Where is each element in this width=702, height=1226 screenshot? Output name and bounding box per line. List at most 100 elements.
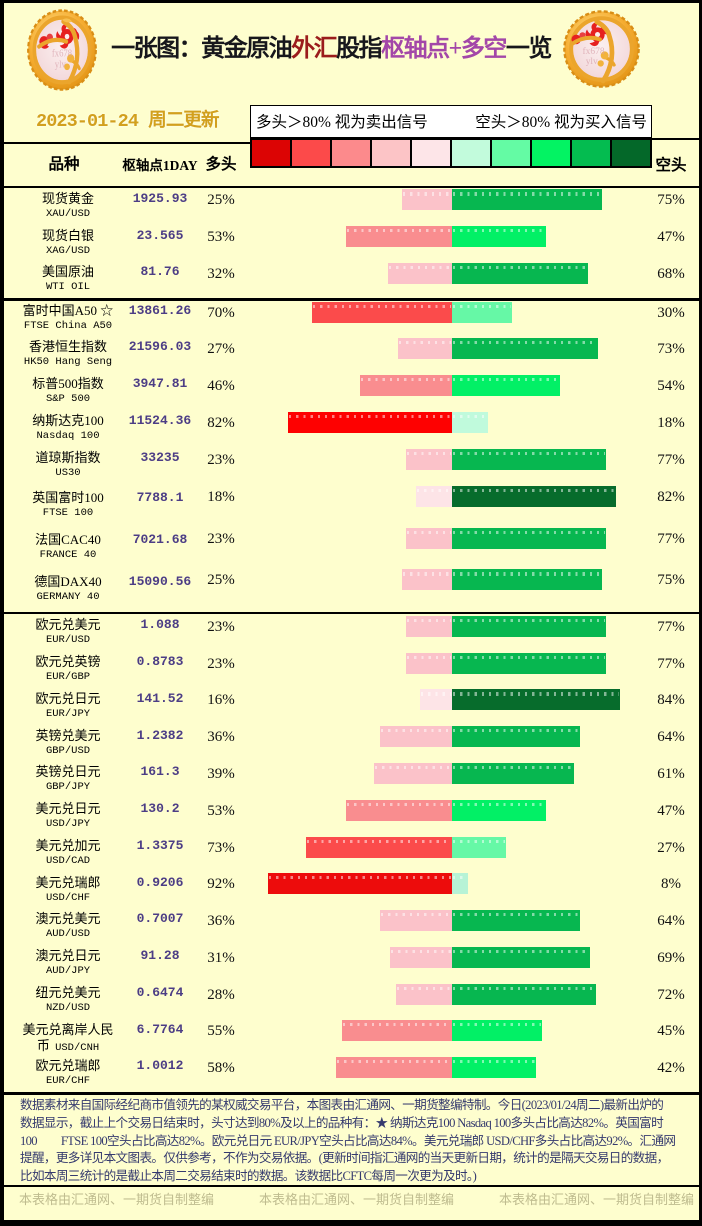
footer-watermark: 本表格由汇通网、一期货自制整编 (19, 1192, 215, 1207)
instrument-symbol: GBP/JPY (45, 781, 91, 794)
instrument-symbol: EUR/GBP (45, 671, 91, 684)
bar-dots (453, 377, 559, 381)
table-row-ftse-china-a50: 富时中国A50 ☆ FTSE China A50 13861.26 70% 30% (3, 301, 699, 337)
long-bar (398, 337, 452, 359)
bar-dots (453, 530, 605, 534)
bar-dots (453, 692, 619, 696)
instrument-symbol: HK50 Hang Seng (23, 356, 113, 369)
bar-dots (389, 265, 451, 270)
long-percent: 53% (207, 802, 235, 819)
short-percent: 47% (657, 229, 685, 246)
long-bar (342, 1020, 452, 1042)
instrument-symbol: GBP/USD (45, 744, 91, 757)
table-row-xau-usd: 现货黄金 XAU/USD 1925.93 25% 75% (3, 188, 699, 225)
instrument-name: 澳元兑日元 AUD/JPY (3, 945, 133, 982)
instrument-symbol: FTSE 100 (42, 506, 94, 519)
short-percent: 75% (657, 572, 685, 589)
short-percent: 75% (657, 192, 685, 209)
short-percent: 72% (657, 986, 685, 1003)
short-percent: 73% (657, 340, 685, 357)
short-percent: 54% (657, 377, 685, 394)
pivot-value: 0.6474 (136, 984, 184, 1000)
bar-dots (407, 451, 451, 456)
bar-dots (269, 876, 451, 880)
bar-dots (407, 618, 451, 623)
bar-dots (289, 414, 451, 418)
pivot-value-wrap: 11524.36 (108, 410, 212, 447)
table-row-usd-jpy: 美元兑日元 USD/JPY 130.2 53% 47% (3, 798, 699, 835)
bar-dots (361, 377, 451, 381)
page-border-bottom (0, 1220, 702, 1226)
scale-cell-6 (450, 139, 490, 167)
instrument-symbol: USD/CHF (45, 891, 91, 904)
instrument-name: 欧元兑英镑 EUR/GBP (3, 651, 133, 688)
pivot-value: 0.7007 (136, 911, 184, 927)
instrument-name: 美元兑日元 USD/JPY (3, 798, 133, 835)
bar-dots (453, 414, 487, 418)
instrument-name: 澳元兑美元 AUD/USD (3, 908, 133, 945)
instrument-symbol: NZD/USD (45, 1001, 91, 1014)
short-percent: 45% (657, 1023, 685, 1040)
short-percent: 8% (661, 876, 681, 893)
bar-dots (453, 729, 579, 733)
table-row-us30: 道琼斯指数 US30 33235 23% 77% (3, 447, 699, 484)
page-border-left (0, 0, 4, 1226)
instrument-symbol: XAG/USD (45, 244, 91, 257)
table-row-nasdaq-100: 纳斯达克100 Nasdaq 100 11524.36 82% 18% (3, 410, 699, 447)
short-bar (452, 448, 606, 470)
scale-cell-9 (570, 139, 610, 167)
instrument-symbol: EUR/CHF (45, 1075, 91, 1088)
short-percent: 77% (657, 655, 685, 672)
legend-box: 多头＞80% 视为卖出信号 空头＞80% 视为买入信号 (250, 105, 652, 138)
pivot-value: 1.2382 (136, 727, 184, 743)
instrument-name-cn: 美元兑离岸人民 (22, 1021, 114, 1037)
pivot-value-wrap: 0.8783 (108, 651, 212, 688)
instrument-symbol: GERMANY 40 (36, 591, 100, 604)
bar-dots (407, 530, 451, 534)
pivot-value: 91.28 (140, 948, 180, 964)
legend-left-label: 多头＞80% 视为卖出信号 (256, 114, 428, 132)
pivot-value: 161.3 (140, 764, 180, 780)
instrument-symbol: Nasdaq 100 (36, 430, 100, 443)
instrument-symbol: S&P 500 (45, 393, 91, 406)
pivot-value: 15090.56 (128, 574, 192, 590)
gold-coin-logo-left: fx678 ylv (27, 9, 97, 91)
instrument-name-cn: 富时中国A50 ☆ (22, 302, 114, 318)
instrument-name: 欧元兑瑞郎 EUR/CHF (3, 1056, 133, 1092)
instrument-name-cn: 德国DAX40 (34, 574, 102, 590)
instrument-name-cn: 澳元兑美元 (35, 911, 101, 927)
table-top-rule-right (652, 138, 699, 140)
instrument-name: 英镑兑日元 GBP/JPY (3, 762, 133, 799)
short-percent: 82% (657, 488, 685, 505)
instrument-name-cn: 欧元兑瑞郎 (35, 1058, 101, 1074)
notes-box: 数据素材来自国际经纪商市值领先的某权威交易平台，本图表由汇通网、一期货整编特制。… (3, 1096, 699, 1186)
short-percent: 18% (657, 414, 685, 431)
instrument-name: 美国原油 WTI OIL (3, 261, 133, 298)
long-bar (306, 836, 452, 858)
short-bar (452, 485, 616, 507)
short-bar (452, 262, 588, 284)
pivot-value: 7788.1 (136, 489, 184, 505)
short-bar (452, 374, 560, 396)
table-row-usd-chf: 美元兑瑞郎 USD/CHF 0.9206 92% 8% (3, 872, 699, 909)
instrument-name: 欧元兑美元 EUR/USD (3, 614, 133, 651)
page-title: 一张图：黄金原油外汇股指枢轴点+多空一览 (96, 32, 566, 67)
bar-dots (453, 949, 589, 953)
pivot-value-wrap: 7788.1 (108, 484, 212, 526)
pivot-value: 0.9206 (136, 874, 184, 890)
short-percent: 27% (657, 839, 685, 856)
pivot-value: 1925.93 (132, 190, 188, 206)
long-bar (406, 527, 452, 549)
bar-dots (399, 340, 451, 344)
pivot-value-wrap: 7021.68 (108, 526, 212, 568)
table-row-eur-jpy: 欧元兑日元 EUR/JPY 141.52 16% 84% (3, 688, 699, 725)
pivot-value: 81.76 (140, 264, 180, 280)
pivot-value: 23.565 (136, 227, 184, 243)
pivot-value: 11524.36 (128, 413, 192, 429)
notes-bottom-rule (0, 1185, 702, 1187)
long-bar (312, 302, 452, 324)
page-border-right (698, 0, 702, 1226)
long-percent: 23% (207, 618, 235, 635)
short-bar (452, 411, 488, 433)
pivot-value-wrap: 141.52 (108, 688, 212, 725)
